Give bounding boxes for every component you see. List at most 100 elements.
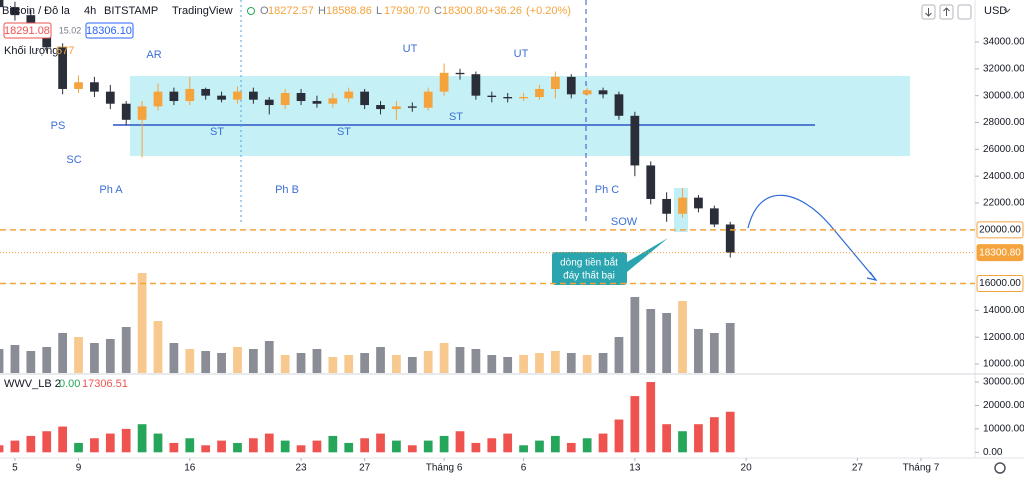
wwv-bar (551, 435, 560, 453)
volume-bar (58, 333, 67, 373)
ohlc-value: 18588.86 (326, 5, 372, 17)
x-tick-label: 27 (359, 463, 371, 474)
x-tick-label: 16 (184, 463, 196, 474)
candle-body (280, 92, 290, 106)
y-tick-label: 22000.00 (983, 198, 1024, 209)
candle-body (392, 106, 401, 110)
ask: 18306.10 (86, 25, 132, 37)
change-pct: (+0.20%) (526, 5, 571, 17)
volume-bar (121, 327, 131, 373)
candle-body (376, 105, 385, 110)
wwv-bar (121, 428, 131, 453)
candle-body (169, 91, 179, 102)
wwv-bar (407, 445, 417, 453)
source: TradingView (172, 5, 233, 17)
volume-bar (280, 355, 290, 373)
volume-bar (90, 343, 99, 373)
wwv-bar (169, 442, 179, 453)
wwv-bar (646, 382, 656, 453)
toolbar: USD (921, 4, 1011, 474)
volume-bar (694, 329, 703, 373)
wyckoff-label: ST (449, 111, 463, 123)
wwv-bar (709, 417, 719, 453)
volume-bar (519, 355, 528, 373)
candle-body (709, 208, 719, 225)
candle-body (439, 72, 449, 92)
candle-body (185, 88, 195, 102)
exchange: BITSTAMP (104, 5, 158, 17)
x-tick-label: 9 (76, 463, 82, 474)
ohlc-value: 18272.57 (268, 5, 314, 17)
candle-body (519, 97, 528, 99)
icon (1003, 8, 1011, 13)
volume-bar (153, 321, 163, 373)
candle-body (248, 91, 258, 100)
volume-bar (42, 347, 52, 373)
bid: 18291.08 (4, 25, 50, 37)
scroll-up-button[interactable] (939, 4, 954, 20)
wwv-bar (90, 438, 99, 453)
candle-body (535, 88, 544, 98)
settings-button[interactable] (994, 462, 1006, 474)
price-label: 20000.00 (979, 224, 1021, 235)
wwv-bar (471, 442, 481, 453)
wwv-bar (26, 435, 36, 453)
candle-body (153, 91, 163, 107)
y-tick-label: 10000.00 (983, 359, 1024, 370)
volume-bar (725, 323, 735, 373)
volume-bar (630, 297, 640, 373)
wwv-bar (10, 440, 20, 453)
y-tick-label: 12000.00 (983, 332, 1024, 343)
spread: 15.02 (59, 25, 82, 35)
wwv-bar (137, 424, 147, 453)
x-tick-label: Tháng 6 (426, 463, 463, 474)
candle-body (407, 106, 417, 108)
volume-bar (678, 301, 687, 373)
scroll-down-button[interactable] (921, 4, 936, 20)
volume-bar (709, 333, 719, 373)
candle-body (328, 98, 338, 104)
candle-body (137, 106, 147, 120)
bid-box[interactable] (3, 22, 52, 39)
interval: 4h (84, 5, 96, 17)
y-tick-label: 32000.00 (983, 63, 1024, 74)
candle-body (26, 15, 36, 29)
change: +36.26 (488, 5, 522, 17)
wwv-bar (694, 424, 703, 453)
volume-bar (248, 349, 258, 373)
price-label: 18300.80 (979, 247, 1021, 258)
wwv-bar (280, 440, 290, 453)
wwv-bar (328, 435, 338, 453)
wwv-bar (566, 442, 576, 453)
wyckoff-label: SOW (611, 216, 638, 228)
volume-bar (423, 351, 433, 373)
price-label-box (976, 244, 1024, 262)
callout: dòng tiền bắt đáy thất bại (552, 238, 668, 285)
volume-last: 577 (56, 45, 74, 57)
wwv-bar (582, 438, 592, 453)
volume-bar (551, 351, 560, 373)
ask-box[interactable] (85, 22, 134, 39)
candle-body (678, 197, 687, 214)
wwv-bar (233, 442, 242, 453)
price-label-box (976, 221, 1024, 239)
volume-bar (503, 357, 513, 373)
wwv-bar (344, 442, 354, 453)
wwv-bar (614, 419, 624, 453)
candle-body (344, 91, 354, 99)
candle-body (360, 91, 370, 106)
legend-header: Bitcoin / Đô la 4h BITSTAMP TradingView … (2, 5, 255, 390)
y-tick-label: 20000.00 (983, 400, 1024, 411)
fullscreen-button[interactable] (957, 4, 972, 20)
ohlc-label: H (318, 5, 326, 17)
volume-bar (407, 357, 417, 373)
wwv-bar (248, 438, 258, 453)
candle-body (725, 224, 735, 253)
candle-body (551, 76, 560, 89)
candle-body (58, 47, 67, 89)
wwv-bar (296, 445, 306, 453)
wyckoff-label: UT (403, 43, 418, 55)
wwv-bar (376, 433, 385, 453)
currency[interactable]: USD (984, 5, 1007, 17)
y-tick-label: 30000.00 (983, 377, 1024, 388)
